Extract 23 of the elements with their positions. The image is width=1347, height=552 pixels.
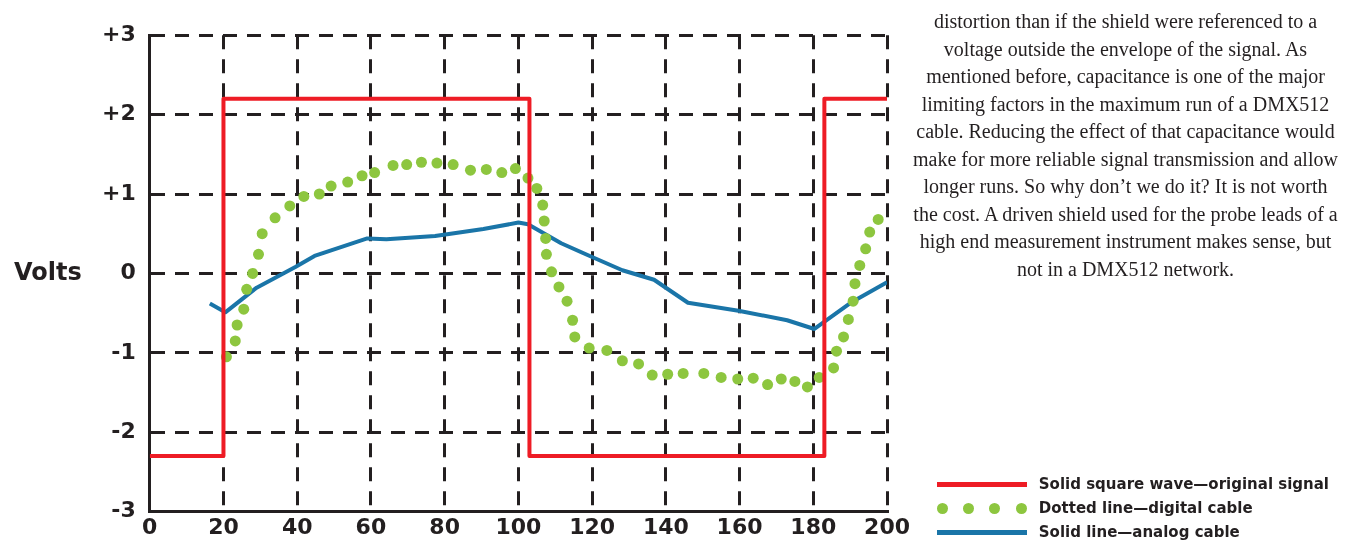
y-tick-label: +1 [101, 179, 136, 205]
x-tick-label: 100 [495, 513, 542, 539]
x-tick-label: 40 [281, 513, 313, 539]
x-tick-label: 200 [864, 513, 911, 539]
text: distortion than if the shield were referenced to a voltage outside the envelope of the signal. As mentioned before, capacitance is one of the major limiting factors in the maximum run of a DMX512 cable. Reducing the effect of that capacitance would make for more reliable signal transmission and allow longer runs. So why don’t we do it? It is not worth the cost. A driven shield used for the probe leads of a high end measurement instrument makes sense, but not in a DMX512 network. [913, 10, 1338, 280]
text: Solid line—analog cable [1038, 523, 1240, 541]
y-tick-label: -3 [111, 497, 136, 523]
x-tick-label: 20 [208, 513, 239, 539]
text: Solid square wave—original signal [1038, 475, 1329, 493]
x-tick-label: 0 [142, 513, 158, 539]
x-tick-label: 80 [429, 513, 460, 539]
y-tick-label: +2 [101, 100, 136, 126]
x-tick-label: 140 [642, 513, 689, 539]
x-tick-label: 60 [355, 513, 387, 539]
y-tick-label: -2 [111, 417, 136, 443]
x-tick-label: 180 [790, 513, 837, 539]
y-tick-label: +3 [101, 20, 136, 46]
y-axis-title: Volts [14, 257, 82, 286]
x-tick-label: 160 [716, 513, 763, 539]
x-tick-label: 120 [569, 513, 616, 539]
y-tick-label: -1 [111, 338, 136, 364]
y-tick-label: 0 [120, 259, 136, 285]
legend-label: Dotted line—digital cable [1038, 499, 1253, 517]
